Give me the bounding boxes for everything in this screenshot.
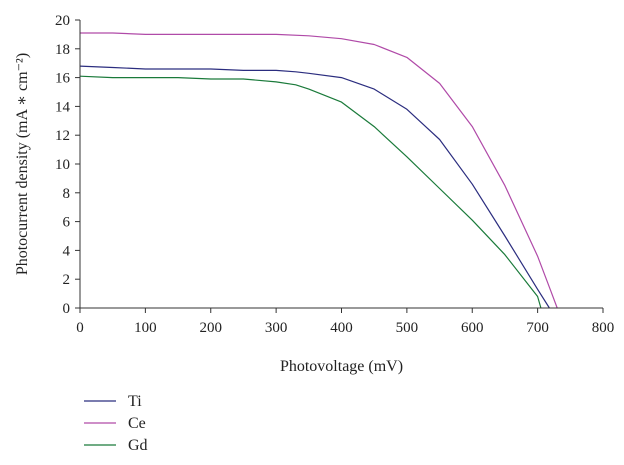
axes xyxy=(75,19,604,313)
x-tick-label: 800 xyxy=(592,320,615,336)
x-tick-label: 0 xyxy=(76,320,84,336)
x-tick-label: 300 xyxy=(265,320,288,336)
y-tick-label: 6 xyxy=(63,215,71,231)
series-line-ti xyxy=(79,65,550,309)
plot-area xyxy=(79,32,558,309)
x-tick-label: 600 xyxy=(461,320,484,336)
x-tick-label: 400 xyxy=(330,320,353,336)
y-tick-label: 12 xyxy=(55,128,70,144)
y-tick-label: 0 xyxy=(63,301,71,317)
legend-label-gd: Gd xyxy=(128,437,148,454)
x-tick-label: 200 xyxy=(200,320,223,336)
y-axis-title: Photocurrent density (mA ∗ cm⁻²) xyxy=(14,53,31,275)
legend: Ti Ce Gd xyxy=(84,393,148,454)
y-tick-label: 4 xyxy=(63,243,71,259)
y-tick-label: 16 xyxy=(55,71,71,87)
y-tick-label: 18 xyxy=(55,42,70,58)
legend-label-ce: Ce xyxy=(128,415,146,432)
legend-label-ti: Ti xyxy=(128,393,142,410)
y-tick-label: 10 xyxy=(55,157,70,173)
y-tick-label: 2 xyxy=(63,272,71,288)
x-axis-title: Photovoltage (mV) xyxy=(280,358,403,375)
x-tick-label: 700 xyxy=(526,320,549,336)
y-tick-label: 8 xyxy=(63,186,71,202)
x-tick-label: 500 xyxy=(396,320,419,336)
series-line-ce xyxy=(80,32,558,309)
y-tick-label: 14 xyxy=(55,99,71,115)
y-tick-label: 20 xyxy=(55,13,70,29)
x-tick-label: 100 xyxy=(134,320,157,336)
series-line-gd xyxy=(79,75,542,309)
